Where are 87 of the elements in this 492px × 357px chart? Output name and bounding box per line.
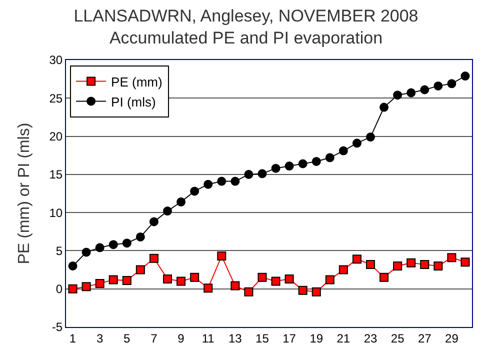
x-tick-label: 15 [256, 331, 270, 346]
y-tick-label: 25 [49, 91, 63, 106]
x-tick-label: 9 [178, 331, 185, 346]
y-tick-label: 5 [56, 244, 63, 258]
point [108, 275, 118, 284]
y-tick-label: -5 [52, 320, 63, 334]
point [230, 281, 240, 290]
point [190, 186, 200, 196]
point [204, 180, 213, 189]
point [136, 265, 145, 274]
point [406, 88, 416, 98]
x-tick-label: 11 [202, 331, 215, 346]
point [217, 176, 226, 186]
point [108, 240, 118, 250]
point [271, 164, 280, 173]
x-tick-label: 25 [390, 331, 405, 346]
x-tick-label: 5 [124, 331, 131, 346]
legend-label: PE (mm) [111, 74, 162, 90]
point [434, 81, 443, 90]
point [460, 72, 470, 81]
point [312, 156, 321, 166]
point [420, 260, 430, 269]
x-tick-label: 29 [445, 331, 459, 346]
point [122, 276, 132, 285]
y-axis-title: PE (mm) or PI (mls) [16, 122, 34, 264]
point [284, 274, 294, 284]
point [352, 254, 362, 264]
point [95, 243, 104, 252]
point [163, 274, 172, 284]
y-tick-label: 30 [49, 53, 63, 68]
x-tick-label: 1 [69, 331, 76, 346]
point [149, 254, 158, 263]
point [312, 287, 321, 296]
point [68, 261, 78, 270]
point [204, 284, 213, 293]
point [338, 265, 348, 274]
x-tick-label: 19 [310, 331, 324, 346]
point [298, 286, 308, 295]
point [271, 276, 280, 286]
x-tick-label: 21 [336, 331, 350, 346]
point [163, 206, 172, 216]
point [298, 159, 308, 168]
x-tick-label: 17 [282, 331, 296, 346]
point [258, 169, 267, 178]
point [352, 138, 362, 148]
point [244, 287, 254, 296]
point [217, 252, 226, 261]
y-tick-label: 15 [49, 168, 63, 182]
point [176, 197, 186, 206]
point [420, 85, 430, 94]
point [122, 238, 132, 248]
point [149, 217, 158, 226]
point [434, 261, 443, 270]
point [447, 79, 456, 88]
x-tick-label: 27 [418, 331, 432, 346]
point [244, 170, 254, 179]
x-tick-label: 3 [96, 331, 104, 346]
point [136, 232, 145, 242]
point [380, 102, 389, 112]
point [393, 261, 402, 270]
chart-title: LLANSADWRN, Anglesey, NOVEMBER 2008 Accumulated PE and PI evaporation [74, 6, 418, 48]
y-tick-label: 0 [56, 282, 63, 296]
point [393, 90, 402, 100]
point [447, 253, 456, 262]
point [190, 272, 200, 282]
y-tick-label: 10 [49, 206, 63, 220]
point [325, 275, 334, 284]
point [366, 260, 375, 269]
legend-label: PI (mls) [111, 94, 156, 110]
point [176, 276, 186, 286]
point [380, 272, 389, 282]
point [258, 272, 267, 282]
point [366, 132, 375, 142]
x-tick-label: 7 [150, 331, 158, 346]
point [82, 248, 91, 257]
point [95, 279, 104, 288]
point [460, 258, 470, 267]
point [284, 162, 294, 171]
point [406, 258, 416, 268]
y-tick-label: 20 [49, 129, 63, 144]
x-tick-label: 23 [364, 331, 378, 346]
x-tick-label: 13 [228, 331, 242, 346]
point [325, 153, 334, 162]
point [338, 146, 348, 156]
point [68, 284, 78, 294]
point [82, 282, 91, 292]
point [230, 176, 240, 186]
